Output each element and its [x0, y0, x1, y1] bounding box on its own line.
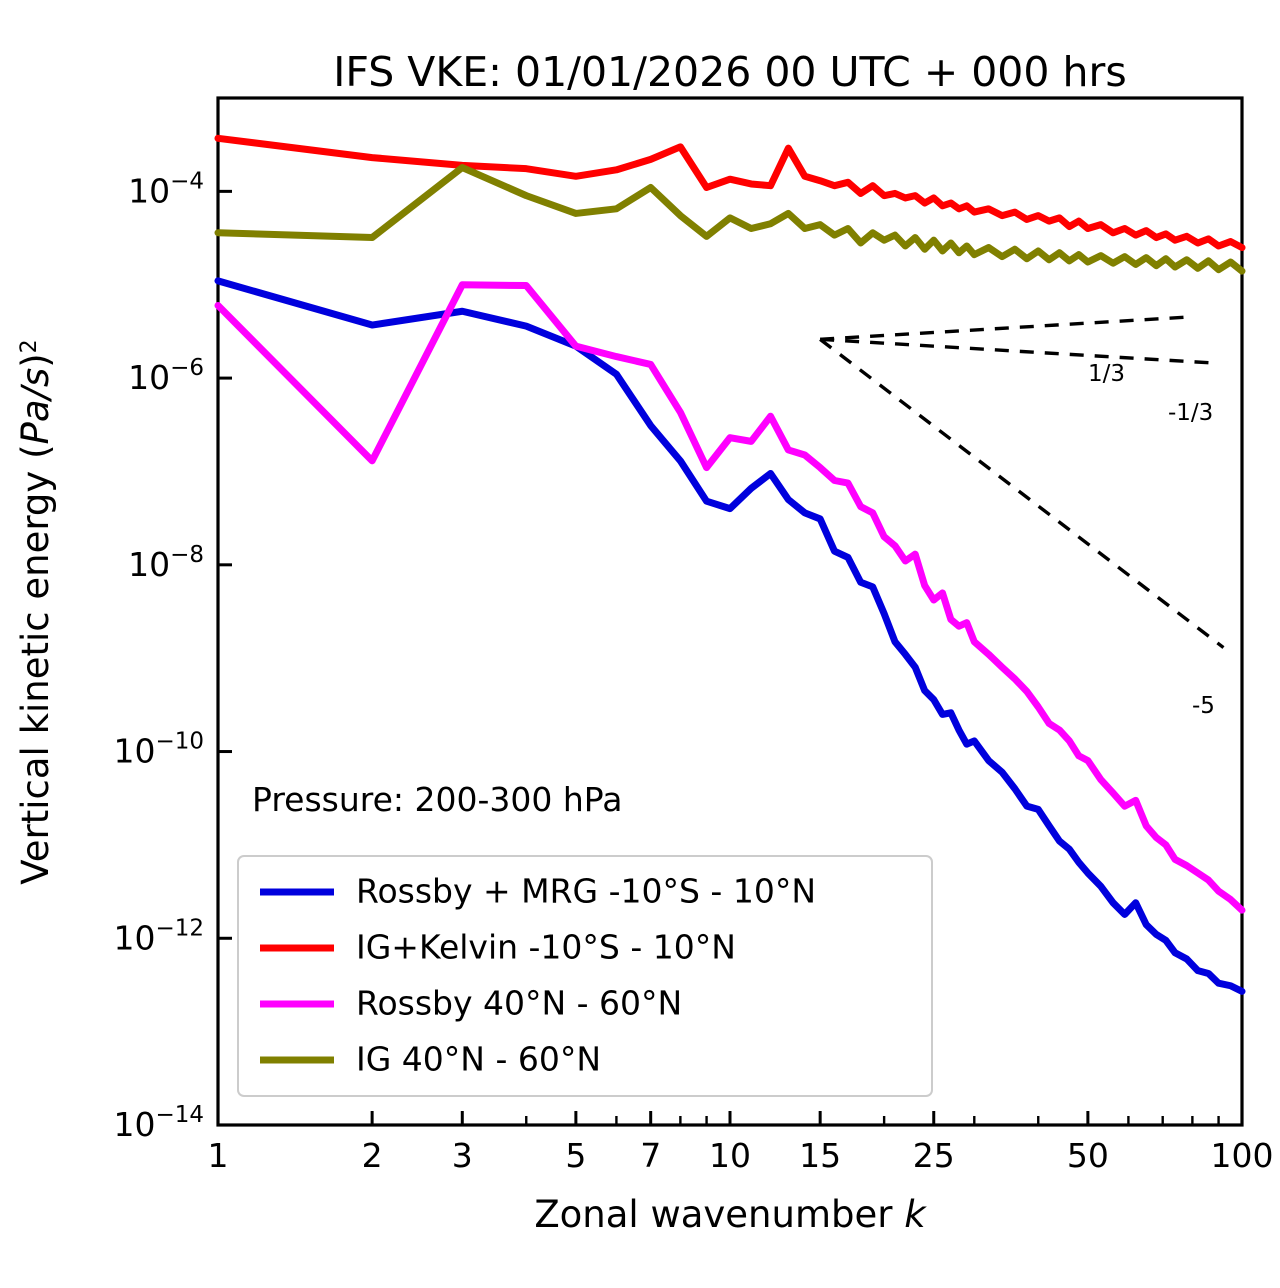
y-tick-label: 10−4 [128, 168, 204, 210]
y-tick-label: 10−10 [113, 729, 204, 771]
series-line-1 [214, 134, 1246, 252]
x-tick-label: 10 [709, 1136, 751, 1175]
x-tick-label: 1 [208, 1136, 229, 1175]
slope-label: -5 [1192, 693, 1215, 719]
page-title: IFS VKE: 01/01/2026 00 UTC + 000 hrs [333, 48, 1126, 96]
x-tick-label: 5 [565, 1136, 586, 1175]
series-line-3 [214, 164, 1246, 275]
slope-line-1-3 [820, 315, 1187, 342]
legend-label-0[interactable]: Rossby + MRG -10°S - 10°N [356, 872, 816, 911]
y-axis-ticks: 10−14 10−12 10−10 10−8 10−6 10−4 [113, 168, 232, 1144]
pressure-annotation: Pressure: 200-300 hPa [252, 780, 622, 819]
legend-label-2[interactable]: Rossby 40°N - 60°N [356, 984, 682, 1023]
x-tick-label: 7 [640, 1136, 661, 1175]
series-line-0 [214, 277, 1246, 995]
x-tick-label: 15 [799, 1136, 841, 1175]
y-tick-label: 10−6 [128, 355, 204, 397]
x-tick-label: 50 [1067, 1136, 1109, 1175]
x-tick-label: 25 [913, 1136, 955, 1175]
legend-label-1[interactable]: IG+Kelvin -10°S - 10°N [356, 928, 736, 967]
x-axis-ticks: 1 2 3 5 7 10 15 25 50 100 [208, 1111, 1274, 1175]
slope-line--5 [819, 337, 1225, 649]
slope-reference-lines [819, 315, 1225, 649]
x-tick-label: 3 [452, 1136, 473, 1175]
x-tick-label: 100 [1211, 1136, 1274, 1175]
series-line-2 [214, 281, 1246, 914]
slope-label: 1/3 [1088, 361, 1125, 387]
slope-line--1-3 [820, 337, 1214, 365]
y-tick-label: 10−12 [113, 915, 204, 957]
x-tick-label: 2 [362, 1136, 383, 1175]
y-tick-label: 10−8 [128, 542, 204, 584]
x-axis-label: Zonal wavenumber k [534, 1193, 927, 1236]
slope-reference-labels: 1/3 -1/3 -5 [1088, 361, 1215, 719]
legend-label-3[interactable]: IG 40°N - 60°N [356, 1040, 601, 1079]
legend-box [237, 855, 933, 1097]
data-series-group [214, 134, 1246, 995]
legend[interactable]: Rossby + MRG -10°S - 10°N IG+Kelvin -10°S… [237, 855, 933, 1097]
slope-label: -1/3 [1168, 400, 1213, 426]
y-tick-label: 10−14 [113, 1102, 204, 1144]
y-axis-label: Vertical kinetic energy (Pa/s)2 [14, 339, 57, 884]
